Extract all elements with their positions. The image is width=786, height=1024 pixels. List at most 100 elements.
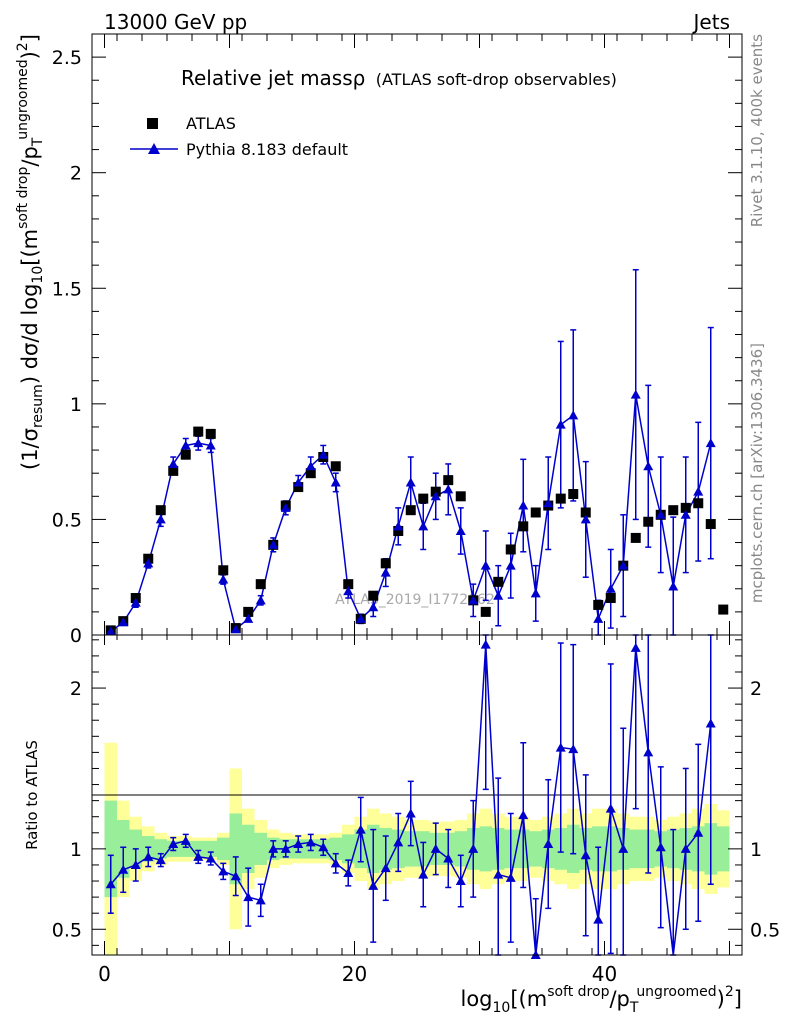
ratio-band-green — [154, 839, 167, 859]
axis-ticks: 0 20 40 0 0.5 1 1.5 2 2.5 0.5 0.5 1 1 2 2 — [52, 33, 780, 986]
ratio-point — [218, 866, 229, 876]
ratio-point — [380, 863, 391, 873]
x-tick-label: 40 — [592, 962, 617, 986]
ratio-band-green — [229, 813, 242, 885]
atlas-point — [443, 475, 454, 486]
ratio-point — [468, 843, 479, 853]
pythia-point — [493, 590, 504, 600]
y-tick-label: 0 — [70, 625, 82, 647]
ratio-band-green — [342, 834, 355, 864]
atlas-point — [205, 428, 216, 439]
atlas-point — [605, 593, 616, 604]
x-tick-label: 0 — [98, 962, 111, 986]
ratio-point — [143, 851, 154, 861]
pythia-point — [643, 461, 654, 471]
ratio-point — [405, 808, 416, 818]
chart-title-main: Relative jet massρ — [181, 66, 365, 90]
chart-title: Relative jet massρ (ATLAS soft-drop obse… — [181, 66, 617, 90]
ratio-band-green — [404, 831, 417, 867]
ratio-band-green — [529, 831, 542, 867]
ratio-band-green — [629, 829, 642, 869]
ratio-point — [168, 839, 179, 849]
ratio-point — [455, 876, 466, 886]
pythia-point — [455, 525, 466, 535]
atlas-point — [368, 590, 379, 601]
ratio-point — [180, 835, 191, 845]
atlas-point — [180, 449, 191, 460]
ratio-point — [305, 837, 316, 847]
ratio-point — [105, 879, 116, 889]
ratio-point — [243, 892, 254, 902]
ratio-point — [655, 842, 666, 852]
atlas-point — [330, 461, 341, 472]
ratio-band-green — [479, 826, 492, 872]
legend-atlas-label: ATLAS — [186, 114, 236, 133]
pythia-point — [618, 560, 629, 570]
atlas-point — [555, 493, 566, 504]
atlas-point — [193, 426, 204, 437]
ratio-point — [493, 869, 504, 879]
ratio-band-green — [104, 800, 117, 898]
category-label: Jets — [692, 10, 730, 34]
ratio-point — [518, 810, 529, 820]
ratio-point — [268, 843, 279, 853]
pythia-point — [393, 521, 404, 531]
pythia-point — [230, 624, 241, 634]
pythia-point — [293, 477, 304, 487]
ratio-y-tick-label-left: 0.5 — [52, 919, 82, 941]
x-tick-label: 20 — [342, 962, 367, 986]
ratio-point — [430, 843, 441, 853]
pythia-point — [555, 419, 566, 429]
atlas-point — [630, 532, 641, 543]
ratio-y-tick-label-right: 1 — [750, 839, 762, 861]
pythia-point — [518, 500, 529, 510]
atlas-point — [305, 468, 316, 479]
pythia-point — [605, 583, 616, 593]
ratio-point — [568, 744, 579, 754]
ratio-point — [418, 869, 429, 879]
atlas-point — [593, 599, 604, 610]
pythia-point — [580, 514, 591, 524]
ratio-point — [355, 824, 366, 834]
main-series — [105, 269, 729, 636]
ratio-point — [693, 827, 704, 837]
atlas-point — [480, 606, 491, 617]
y-tick-label: 2.5 — [52, 47, 82, 69]
ratio-y-tick-label-left: 1 — [70, 839, 82, 861]
pythia-point — [368, 602, 379, 612]
ratio-point — [705, 718, 716, 728]
ratio-point — [643, 747, 654, 757]
atlas-point — [455, 491, 466, 502]
pythia-point — [105, 626, 116, 636]
pythia-point — [130, 597, 141, 607]
pythia-point — [593, 613, 604, 623]
ratio-point — [155, 855, 166, 865]
pythia-point — [330, 477, 341, 487]
ratio-point — [393, 837, 404, 847]
ratio-point — [630, 642, 641, 652]
ratio-point — [505, 872, 516, 882]
atlas-point — [568, 488, 579, 499]
atlas-point — [493, 576, 504, 587]
atlas-point — [405, 505, 416, 516]
y-tick-label: 1 — [70, 394, 82, 416]
atlas-point — [680, 502, 691, 513]
pythia-point — [155, 514, 166, 524]
ratio-band-green — [254, 832, 267, 865]
pythia-point — [305, 461, 316, 471]
pythia-point — [543, 498, 554, 508]
legend-atlas-marker — [147, 118, 158, 129]
atlas-point — [530, 507, 541, 518]
ratio-plot-frame — [91, 634, 743, 956]
ratio-point — [443, 853, 454, 863]
ratio-point — [318, 842, 329, 852]
pythia-point — [168, 458, 179, 468]
chart-title-suffix: (ATLAS soft-drop observables) — [376, 70, 617, 89]
y-tick-label: 2 — [70, 163, 82, 185]
pythia-point — [443, 484, 454, 494]
ratio-y-tick-label-right: 2 — [750, 678, 762, 700]
pythia-point — [355, 613, 366, 623]
ratio-point — [255, 895, 266, 905]
atlas-point — [380, 558, 391, 569]
